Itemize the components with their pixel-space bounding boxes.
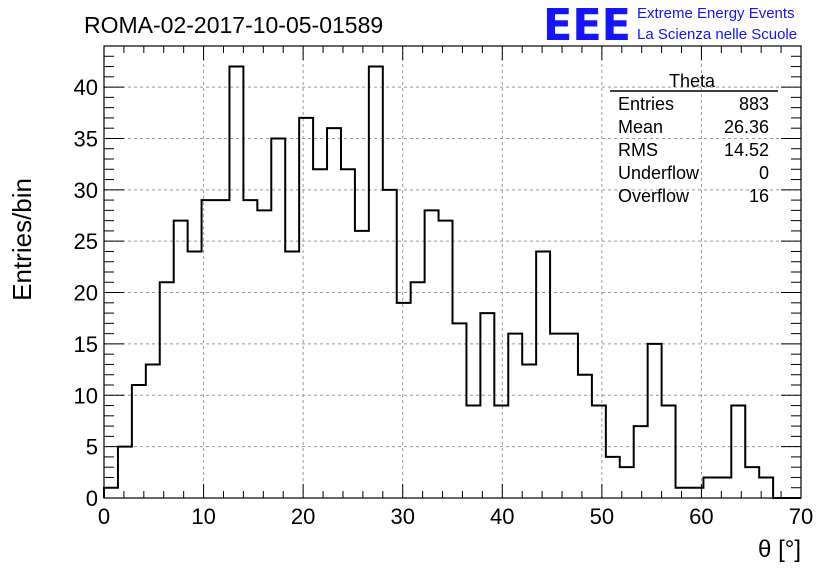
stats-label: Entries [618,94,674,114]
x-tick-label: 20 [291,504,315,529]
y-tick-label: 25 [74,229,98,254]
x-tick-label: 70 [789,504,813,529]
stats-box-rows: Entries 883 Mean 26.36 RMS 14.52 Underflow 0 Ove… [618,94,769,206]
stats-label: Overflow [618,186,690,206]
chart-title: ROMA-02-2017-10-05-01589 [84,12,383,38]
stats-label: Mean [618,117,663,137]
y-tick-label: 0 [86,486,98,511]
x-tick-label: 0 [98,504,110,529]
logo-line2: La Scienza nelle Scuole [637,26,797,43]
y-tick-label: 10 [74,383,98,408]
plot-frame [103,45,802,499]
stats-label: RMS [618,140,658,160]
x-tick-label: 10 [191,504,215,529]
y-tick-label: 35 [74,126,98,151]
y-tick-label: 30 [74,178,98,203]
stats-value: 14.52 [724,140,769,160]
y-tick-label: 20 [74,281,98,306]
axis-ticks [103,45,802,499]
histogram-series [103,65,801,499]
y-axis-label: Entries/bin [7,178,37,301]
stats-box-title: Theta [669,71,716,91]
stats-value: 0 [759,163,769,183]
stats-label: Underflow [618,163,700,183]
logo-mark: EEE [543,0,631,51]
logo-line1: Extreme Energy Events [637,5,795,22]
y-tick-label: 15 [74,332,98,357]
x-tick-label: 30 [390,504,414,529]
y-tick-label: 40 [74,75,98,100]
x-tick-label: 50 [590,504,614,529]
stats-value: 883 [739,94,769,114]
x-axis-label: θ [°] [758,536,801,563]
tick-labels: 0 10 20 30 40 50 60 70 0 5 10 15 20 25 30 35 40 [74,75,814,529]
stats-box: Theta Entries 883 Mean 26.36 RMS 14.52 Underfl… [610,71,778,206]
x-tick-label: 60 [689,504,713,529]
stats-value: 26.36 [724,117,769,137]
y-tick-label: 5 [86,435,98,460]
x-tick-label: 40 [490,504,514,529]
eee-logo: EEE Extreme Energy Events La Scienza nel… [543,0,797,51]
stats-value: 16 [749,186,769,206]
